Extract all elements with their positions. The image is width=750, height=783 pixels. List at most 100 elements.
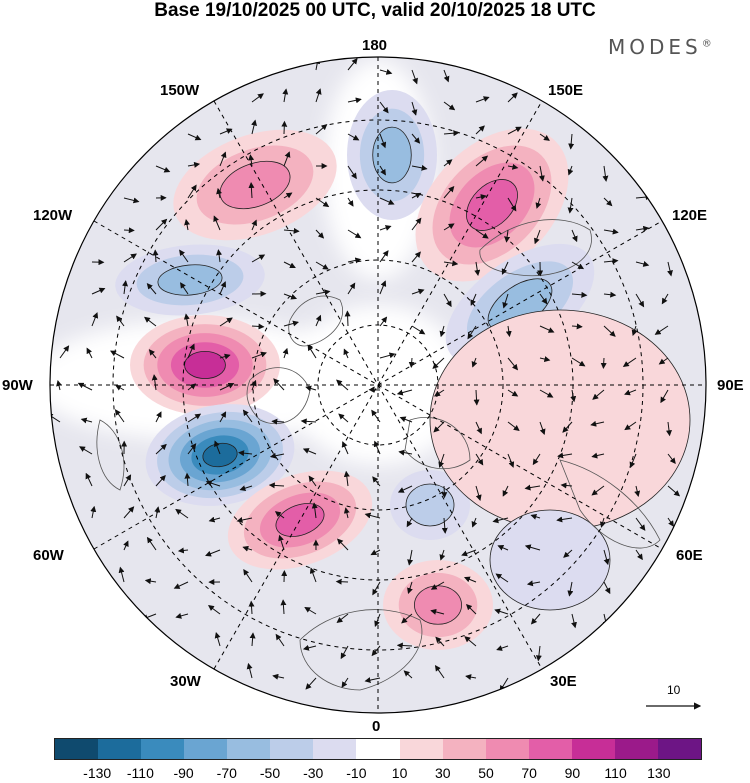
wind-vector bbox=[187, 443, 197, 455]
wind-vector bbox=[407, 581, 413, 595]
colorbar-tick-label: 30 bbox=[435, 765, 451, 781]
wind-vector bbox=[90, 505, 97, 519]
wind-vector bbox=[91, 312, 99, 327]
wind-vector bbox=[396, 642, 413, 649]
lon-label-90w: 90W bbox=[2, 377, 33, 394]
wind-vector bbox=[337, 538, 349, 551]
wind-vector bbox=[219, 317, 233, 327]
wind-vector bbox=[379, 165, 386, 176]
wind-vector bbox=[219, 353, 231, 360]
wind-vector bbox=[411, 217, 422, 231]
wind-vector bbox=[438, 453, 445, 468]
wind-vector bbox=[496, 645, 509, 651]
wind-vector bbox=[539, 293, 548, 305]
wind-vector bbox=[371, 645, 381, 657]
wind-vector bbox=[624, 389, 637, 396]
wind-vector bbox=[213, 215, 221, 231]
wind-vector bbox=[302, 644, 317, 651]
wind-vector bbox=[475, 96, 490, 103]
wind-vector bbox=[364, 512, 381, 519]
registered-mark: ® bbox=[701, 38, 712, 50]
wind-vector bbox=[123, 474, 132, 487]
wind-vector bbox=[243, 568, 253, 583]
wind-vector bbox=[465, 674, 477, 681]
wind-vector bbox=[667, 485, 681, 497]
wind-vector bbox=[492, 517, 509, 524]
wind-vector bbox=[146, 536, 157, 551]
wind-vector bbox=[475, 421, 482, 435]
wind-vector bbox=[251, 254, 266, 263]
wind-vector bbox=[343, 507, 350, 519]
wind-vector bbox=[278, 534, 285, 551]
colorbar-segment bbox=[55, 739, 99, 759]
wind-vector bbox=[634, 485, 641, 497]
wind-vector bbox=[539, 133, 550, 141]
wind-vector bbox=[155, 474, 166, 487]
wind-vector bbox=[184, 472, 191, 487]
colorbar-segment bbox=[657, 739, 701, 759]
wind-vector bbox=[666, 421, 672, 437]
wind-vector bbox=[77, 382, 93, 391]
wind-vector bbox=[216, 187, 223, 199]
wind-vector bbox=[557, 452, 573, 459]
wind-vector bbox=[300, 418, 317, 425]
wind-vector bbox=[530, 513, 541, 520]
wind-vector bbox=[475, 125, 485, 135]
wind-vector bbox=[502, 293, 509, 309]
colorbar-tick-label: -130 bbox=[83, 765, 112, 781]
wind-vector bbox=[524, 484, 541, 491]
wind-vector bbox=[343, 470, 350, 487]
colorbar-tick-label: -50 bbox=[259, 765, 281, 781]
wind-vector bbox=[281, 120, 288, 135]
wind-vector bbox=[340, 645, 349, 660]
wind-vector bbox=[315, 261, 329, 270]
wind-vector bbox=[411, 133, 421, 144]
wind-vector bbox=[654, 325, 669, 335]
wind-vector bbox=[308, 475, 317, 487]
wind-vector bbox=[344, 310, 351, 327]
colorbar-tick-label: 10 bbox=[391, 765, 408, 781]
lon-label-60w: 60W bbox=[33, 547, 64, 564]
wind-vector bbox=[249, 632, 256, 647]
wind-vector bbox=[311, 502, 318, 519]
colorbar-segment bbox=[399, 739, 443, 759]
wind-vector bbox=[374, 613, 381, 628]
wind-vector bbox=[399, 416, 413, 423]
wind-vector bbox=[219, 411, 227, 423]
wind-vector bbox=[430, 608, 445, 615]
wind-vector bbox=[398, 449, 413, 456]
anomaly-pos-ural bbox=[429, 309, 691, 531]
wind-vector bbox=[407, 549, 414, 566]
wind-vector bbox=[667, 261, 673, 277]
colorbar-segment bbox=[485, 739, 529, 759]
wind-vector bbox=[560, 482, 573, 489]
wind-vector bbox=[304, 606, 317, 615]
wind-vector bbox=[538, 165, 545, 182]
wind-vector bbox=[273, 378, 285, 391]
wind-vector bbox=[283, 192, 293, 199]
wind-vector bbox=[118, 566, 125, 583]
wind-vector bbox=[271, 418, 285, 425]
colorbar-segment bbox=[442, 739, 486, 759]
wind-vector bbox=[403, 670, 413, 679]
wind-vector bbox=[473, 389, 480, 406]
wind-vector bbox=[441, 517, 448, 534]
wind-vector bbox=[336, 613, 349, 624]
wind-vector bbox=[379, 316, 388, 327]
wind-vector bbox=[443, 223, 455, 231]
wind-vector bbox=[251, 119, 257, 135]
wind-vector bbox=[251, 219, 257, 231]
wind-vector bbox=[315, 314, 322, 327]
wind-vector bbox=[465, 603, 477, 615]
wind-vector bbox=[600, 357, 607, 369]
wind-vector bbox=[347, 58, 358, 71]
wind-vector bbox=[507, 389, 519, 397]
wind-vector bbox=[461, 549, 477, 557]
anomaly-contour bbox=[184, 350, 226, 380]
anomaly-contour bbox=[489, 509, 611, 611]
wind-vectors bbox=[50, 57, 681, 692]
wind-vector bbox=[661, 293, 669, 305]
wind-vector bbox=[475, 229, 489, 239]
wind-vector bbox=[507, 126, 522, 135]
wind-vector bbox=[603, 258, 619, 265]
